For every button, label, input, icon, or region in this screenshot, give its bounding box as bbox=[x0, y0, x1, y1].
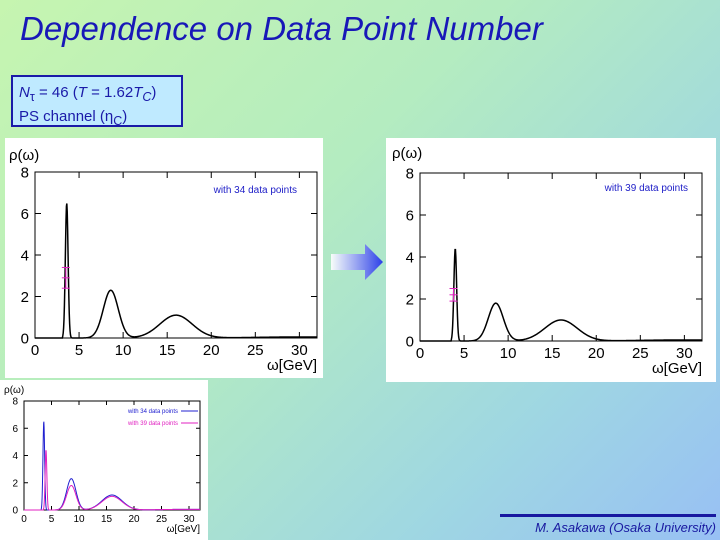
y-tick-label: 0 bbox=[21, 330, 29, 347]
x-axis-label: ω[GeV] bbox=[267, 357, 317, 374]
series-line-1 bbox=[35, 203, 317, 339]
x-tick-label: 0 bbox=[416, 345, 424, 362]
chart-34-points-svg: 0 5 10 15 20 25 30 0 2 4 6 8ρ(ω) ω[GeV] with 34 data … bbox=[9, 147, 318, 374]
legend-label-2: with 39 data points bbox=[127, 421, 178, 427]
x-tick-label: 25 bbox=[632, 345, 649, 362]
parameter-box: Nτ = 46 (T = 1.62TC) PS channel (ηC) bbox=[11, 75, 183, 128]
tau-subscript: τ bbox=[29, 90, 35, 104]
x-tick-label: 20 bbox=[203, 342, 220, 359]
x-tick-label: 30 bbox=[183, 514, 195, 525]
chart-39-points-svg: 0 5 10 15 20 25 30 0 2 4 6 8 ρ(ω) ω[GeV] with 39 data … bbox=[392, 145, 703, 377]
author-credit: M. Asakawa (Osaka University) bbox=[500, 514, 716, 536]
slide-title: Dependence on Data Point Number bbox=[20, 10, 543, 47]
x-tick-label: 5 bbox=[75, 342, 83, 359]
y-tick-label: 2 bbox=[21, 289, 29, 306]
x-axis-label: ω[GeV] bbox=[167, 524, 201, 535]
eta-subscript: C bbox=[113, 114, 123, 128]
legend-label-1: with 39 data points bbox=[604, 183, 688, 194]
x-tick-label: 10 bbox=[115, 342, 132, 359]
equals-text: = 46 ( bbox=[34, 84, 78, 101]
plot-frame bbox=[23, 400, 201, 511]
close-paren-2: ) bbox=[122, 108, 128, 125]
tc-subscript: C bbox=[142, 90, 152, 104]
tc-symbol: T bbox=[133, 84, 143, 101]
y-tick-label: 8 bbox=[406, 165, 414, 182]
t-symbol: T bbox=[77, 84, 87, 101]
y-tick-label: 4 bbox=[12, 451, 18, 462]
legend-label-1: with 34 data points bbox=[213, 185, 297, 196]
y-axis-label: ρ(ω) bbox=[4, 385, 24, 396]
x-tick-label: 25 bbox=[247, 342, 264, 359]
x-tick-label: 5 bbox=[460, 345, 468, 362]
chart-comparison: 0 5 10 15 20 25 30 0 2 4 6 8 ρ(ω) ω[GeV] with 34 data … bbox=[0, 380, 208, 540]
plot-frame bbox=[34, 171, 318, 339]
x-tick-label: 20 bbox=[588, 345, 605, 362]
y-tick-label: 8 bbox=[21, 164, 29, 181]
x-tick-label: 5 bbox=[49, 514, 55, 525]
chart-39-points: 0 5 10 15 20 25 30 0 2 4 6 8 ρ(ω) ω[GeV] with 39 data … bbox=[386, 138, 716, 382]
x-tick-label: 15 bbox=[101, 514, 113, 525]
x-tick-label: 30 bbox=[291, 342, 308, 359]
y-tick-label: 4 bbox=[406, 249, 414, 266]
x-tick-label: 20 bbox=[128, 514, 140, 525]
ratio-text: = 1.62 bbox=[86, 84, 134, 101]
y-tick-label: 6 bbox=[12, 424, 18, 435]
x-tick-label: 0 bbox=[21, 514, 27, 525]
x-axis-label: ω[GeV] bbox=[652, 360, 702, 377]
chart-comparison-svg: 0 5 10 15 20 25 30 0 2 4 6 8ρ(ω) ω[GeV] with 34 data … bbox=[4, 385, 201, 535]
close-paren: ) bbox=[151, 84, 157, 101]
y-axis-label: ρ(ω) bbox=[9, 147, 39, 164]
x-tick-label: 15 bbox=[159, 342, 176, 359]
n-symbol: N bbox=[19, 84, 30, 101]
parameter-line-1: Nτ = 46 (T = 1.62TC) bbox=[19, 83, 181, 107]
x-tick-label: 25 bbox=[156, 514, 168, 525]
y-tick-label: 0 bbox=[406, 333, 414, 350]
y-tick-label: 2 bbox=[406, 291, 414, 308]
y-tick-label: 6 bbox=[21, 206, 29, 223]
x-tick-label: 10 bbox=[500, 345, 517, 362]
eta-symbol: η bbox=[104, 108, 114, 125]
y-tick-label: 8 bbox=[12, 397, 18, 408]
right-arrow-icon bbox=[331, 244, 383, 280]
y-tick-label: 0 bbox=[12, 506, 18, 517]
y-tick-label: 4 bbox=[21, 247, 29, 264]
x-tick-label: 10 bbox=[73, 514, 85, 525]
chart-34-points: 0 5 10 15 20 25 30 0 2 4 6 8 ρ(ω) ω[GeV] with 34 data … bbox=[5, 138, 323, 378]
legend-label-1: with 34 data points bbox=[127, 409, 178, 415]
x-tick-label: 30 bbox=[676, 345, 693, 362]
parameter-line-2: PS channel (ηC) bbox=[19, 107, 181, 131]
series-line-1 bbox=[420, 248, 702, 342]
plot-frame bbox=[419, 172, 703, 342]
x-tick-label: 0 bbox=[31, 342, 39, 359]
y-axis-label: ρ(ω) bbox=[392, 145, 422, 162]
y-tick-label: 6 bbox=[406, 207, 414, 224]
x-tick-label: 15 bbox=[544, 345, 561, 362]
series-line-2 bbox=[24, 450, 200, 511]
channel-text: PS channel ( bbox=[19, 108, 105, 125]
y-tick-label: 2 bbox=[12, 478, 18, 489]
